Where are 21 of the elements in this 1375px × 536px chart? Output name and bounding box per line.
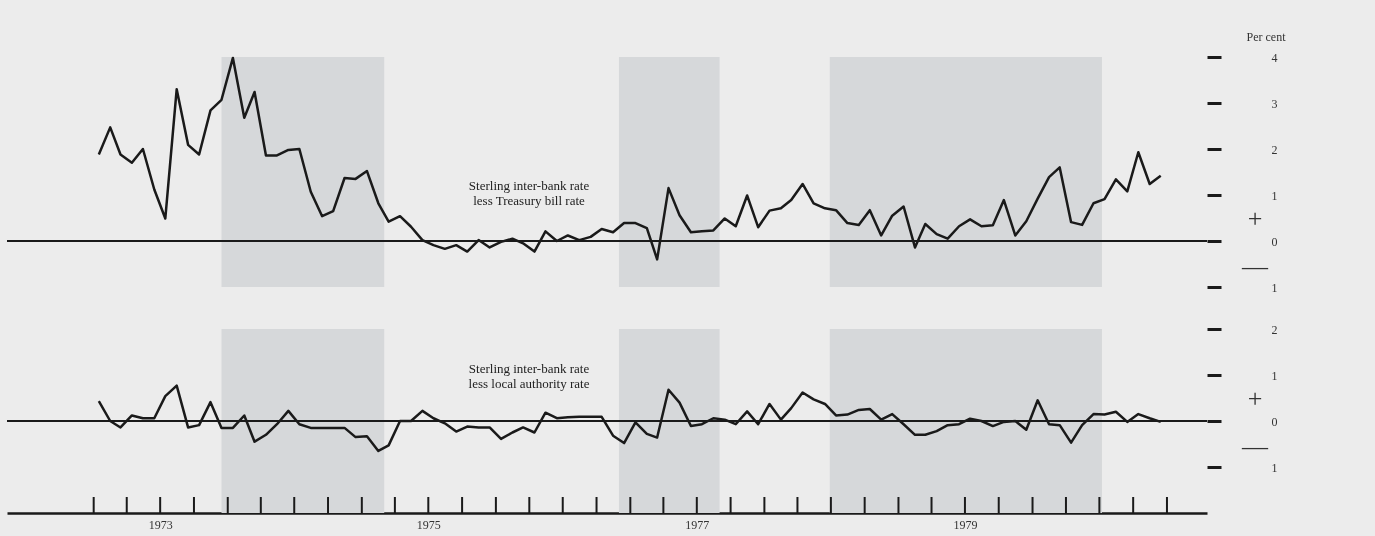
y-tick-label: 3 bbox=[1271, 96, 1278, 111]
series-label: Sterling inter-bank rate less local authority rate bbox=[468, 361, 590, 392]
x-tick-label: 1977 bbox=[685, 517, 710, 532]
y-tick-label: 1 bbox=[1271, 280, 1278, 295]
y-tick-label: 1 bbox=[1271, 460, 1278, 475]
y-tick-label: 2 bbox=[1271, 322, 1278, 337]
text: — bbox=[1241, 432, 1269, 461]
text: — bbox=[1241, 252, 1269, 281]
y-tick-label: 4 bbox=[1271, 50, 1278, 65]
series-label: Sterling inter-bank rate less Treasury bill rate bbox=[468, 177, 590, 208]
y-tick-label: 1 bbox=[1271, 368, 1278, 383]
x-tick-label: 1975 bbox=[416, 517, 441, 532]
y-tick-label: 0 bbox=[1271, 234, 1278, 249]
y-tick-label: 1 bbox=[1271, 188, 1278, 203]
text: + bbox=[1247, 384, 1263, 413]
x-tick-label: 1973 bbox=[148, 517, 173, 532]
text: + bbox=[1247, 204, 1263, 233]
y-axis-title: Per cent bbox=[1246, 29, 1287, 44]
y-tick-label: 0 bbox=[1271, 414, 1278, 429]
y-tick-label: 2 bbox=[1271, 142, 1278, 157]
x-tick-label: 1979 bbox=[953, 517, 978, 532]
